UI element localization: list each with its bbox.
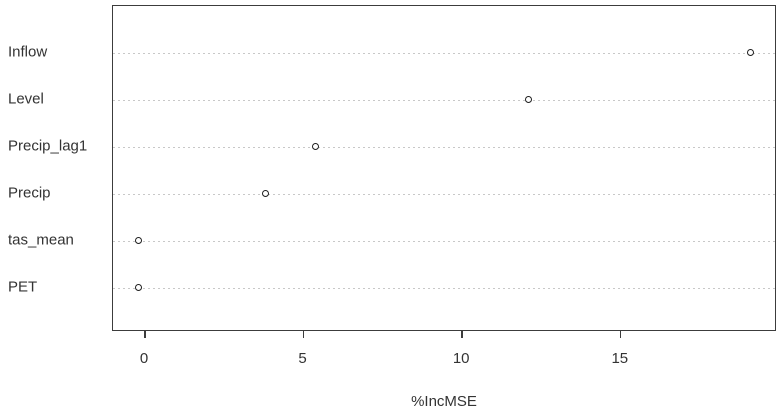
x-axis-title: %IncMSE (411, 393, 477, 410)
y-axis-label-Level: Level (8, 90, 44, 108)
plot-area (112, 5, 776, 331)
gridline-tas_mean (113, 240, 775, 242)
gridline-Level (113, 99, 775, 101)
data-point-PET (134, 283, 142, 291)
x-axis-tick-label-5: 5 (298, 350, 307, 367)
data-point-Precip_lag1 (312, 142, 320, 150)
x-axis-tick-15 (619, 331, 622, 338)
x-axis-tick-10 (461, 331, 463, 338)
y-axis-label-Precip_lag1: Precip_lag1 (8, 137, 88, 155)
y-axis-label-tas_mean: tas_mean (8, 231, 74, 249)
x-axis-tick-5 (302, 331, 305, 338)
gridline-Inflow (113, 53, 775, 54)
y-axis-label-PET: PET (8, 278, 38, 295)
data-point-tas_mean (134, 236, 142, 244)
data-point-Inflow (746, 49, 754, 56)
x-axis-tick-label-15: 15 (611, 350, 629, 367)
y-axis-label-Inflow: Inflow (8, 43, 48, 61)
data-point-Level (524, 95, 532, 103)
gridline-Precip_lag1 (113, 146, 775, 148)
gridline-PET (113, 287, 775, 289)
x-axis-tick-label-0: 0 (139, 350, 149, 367)
y-axis-label-Precip: Precip (8, 184, 51, 202)
x-axis-tick-0 (144, 331, 146, 338)
x-axis-tick-label-10: 10 (452, 350, 470, 367)
data-point-Precip (261, 189, 269, 197)
gridline-Precip (113, 193, 775, 195)
